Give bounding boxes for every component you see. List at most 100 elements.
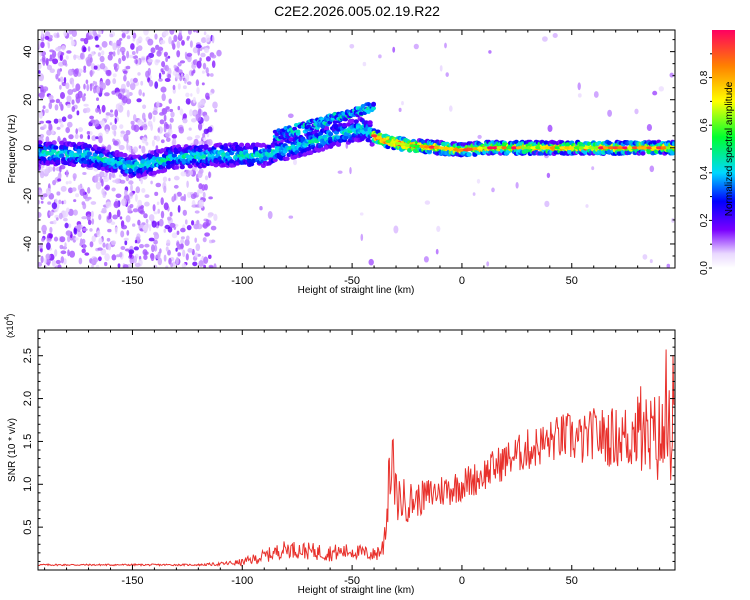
- noise-point: [40, 200, 44, 204]
- noise-point: [65, 230, 72, 237]
- band-cell: [59, 153, 65, 158]
- noise-point: [203, 256, 209, 264]
- noise-point: [477, 134, 482, 139]
- band-peak: [535, 146, 542, 150]
- noise-point: [118, 57, 122, 65]
- noise-point: [46, 242, 51, 251]
- noise-point: [144, 243, 150, 248]
- noise-point: [186, 136, 193, 141]
- noise-point: [177, 205, 181, 213]
- noise-point: [40, 41, 45, 49]
- noise-point: [104, 184, 110, 191]
- noise-point: [114, 109, 119, 118]
- noise-point: [44, 35, 50, 40]
- noise-point: [117, 263, 121, 268]
- noise-point: [99, 171, 105, 178]
- noise-point: [60, 250, 67, 255]
- noise-point: [132, 208, 139, 213]
- noise-point: [182, 85, 187, 90]
- noise-point: [56, 68, 61, 77]
- band-cell: [134, 161, 140, 166]
- noise-point: [185, 219, 188, 225]
- noise-point: [40, 86, 44, 91]
- noise-point: [121, 55, 126, 62]
- noise-point: [199, 57, 202, 62]
- band-peak: [583, 146, 590, 150]
- band-peak: [540, 146, 547, 150]
- band-cell: [86, 151, 92, 156]
- noise-point: [177, 252, 181, 257]
- noise-point: [436, 225, 441, 232]
- noise-point: [49, 226, 53, 234]
- noise-point: [158, 218, 164, 227]
- noise-point: [193, 30, 196, 33]
- noise-point: [38, 200, 41, 205]
- noise-point: [89, 69, 93, 78]
- noise-point: [161, 93, 166, 102]
- noise-point: [115, 103, 120, 110]
- noise-point: [165, 106, 170, 110]
- noise-point: [98, 256, 102, 262]
- noise-point: [177, 62, 182, 67]
- noise-point: [195, 79, 200, 87]
- noise-point: [91, 218, 95, 225]
- noise-point: [167, 216, 172, 221]
- noise-point: [48, 94, 54, 100]
- noise-point: [413, 43, 419, 50]
- noise-point: [172, 84, 176, 90]
- noise-point: [154, 81, 159, 89]
- noise-point: [159, 248, 162, 254]
- noise-point: [160, 139, 165, 144]
- x-tick-label: 0: [459, 275, 465, 287]
- band-cell: [266, 148, 272, 153]
- noise-point: [186, 81, 192, 85]
- noise-point: [142, 224, 149, 233]
- noise-point: [177, 83, 181, 90]
- band-cell: [203, 144, 209, 149]
- noise-point: [134, 239, 138, 244]
- noise-point: [64, 222, 69, 229]
- noise-point: [178, 32, 182, 39]
- noise-point: [208, 254, 212, 259]
- band-cell: [246, 158, 253, 163]
- noise-point: [198, 122, 203, 131]
- noise-point: [203, 264, 206, 268]
- noise-point: [95, 264, 100, 268]
- noise-point: [124, 30, 127, 34]
- noise-point: [38, 62, 42, 70]
- noise-point: [155, 145, 159, 151]
- noise-point: [99, 62, 106, 70]
- noise-point: [67, 249, 70, 257]
- noise-point: [205, 34, 211, 43]
- noise-point: [47, 42, 50, 49]
- band-peak: [636, 146, 644, 150]
- noise-point: [65, 169, 69, 178]
- noise-point: [91, 135, 97, 141]
- noise-point: [111, 170, 115, 179]
- noise-point: [205, 219, 209, 223]
- noise-point: [173, 193, 177, 201]
- noise-point: [130, 43, 135, 50]
- noise-point: [542, 36, 548, 42]
- noise-point: [666, 263, 671, 268]
- noise-point: [169, 129, 173, 135]
- noise-point: [89, 83, 93, 92]
- noise-point: [54, 249, 58, 257]
- spectrogram-x-label: Height of straight line (km): [298, 285, 415, 296]
- band-cell: [290, 144, 296, 149]
- noise-point: [144, 251, 149, 255]
- snr-panel: -150 -100 -50 0 50 0.5 1.0 1.5 2.0 2.5 Height of…: [4, 314, 676, 596]
- noise-point: [124, 189, 128, 196]
- band-cell: [128, 168, 134, 173]
- noise-point: [130, 120, 135, 125]
- band-cell: [328, 131, 334, 137]
- band-cell: [86, 144, 92, 149]
- noise-point: [195, 113, 202, 122]
- noise-point: [180, 227, 186, 233]
- noise-point: [51, 259, 56, 267]
- noise-point: [185, 169, 191, 177]
- noise-point: [204, 175, 209, 181]
- noise-point: [156, 101, 160, 108]
- noise-point: [577, 82, 581, 91]
- noise-point: [202, 132, 206, 138]
